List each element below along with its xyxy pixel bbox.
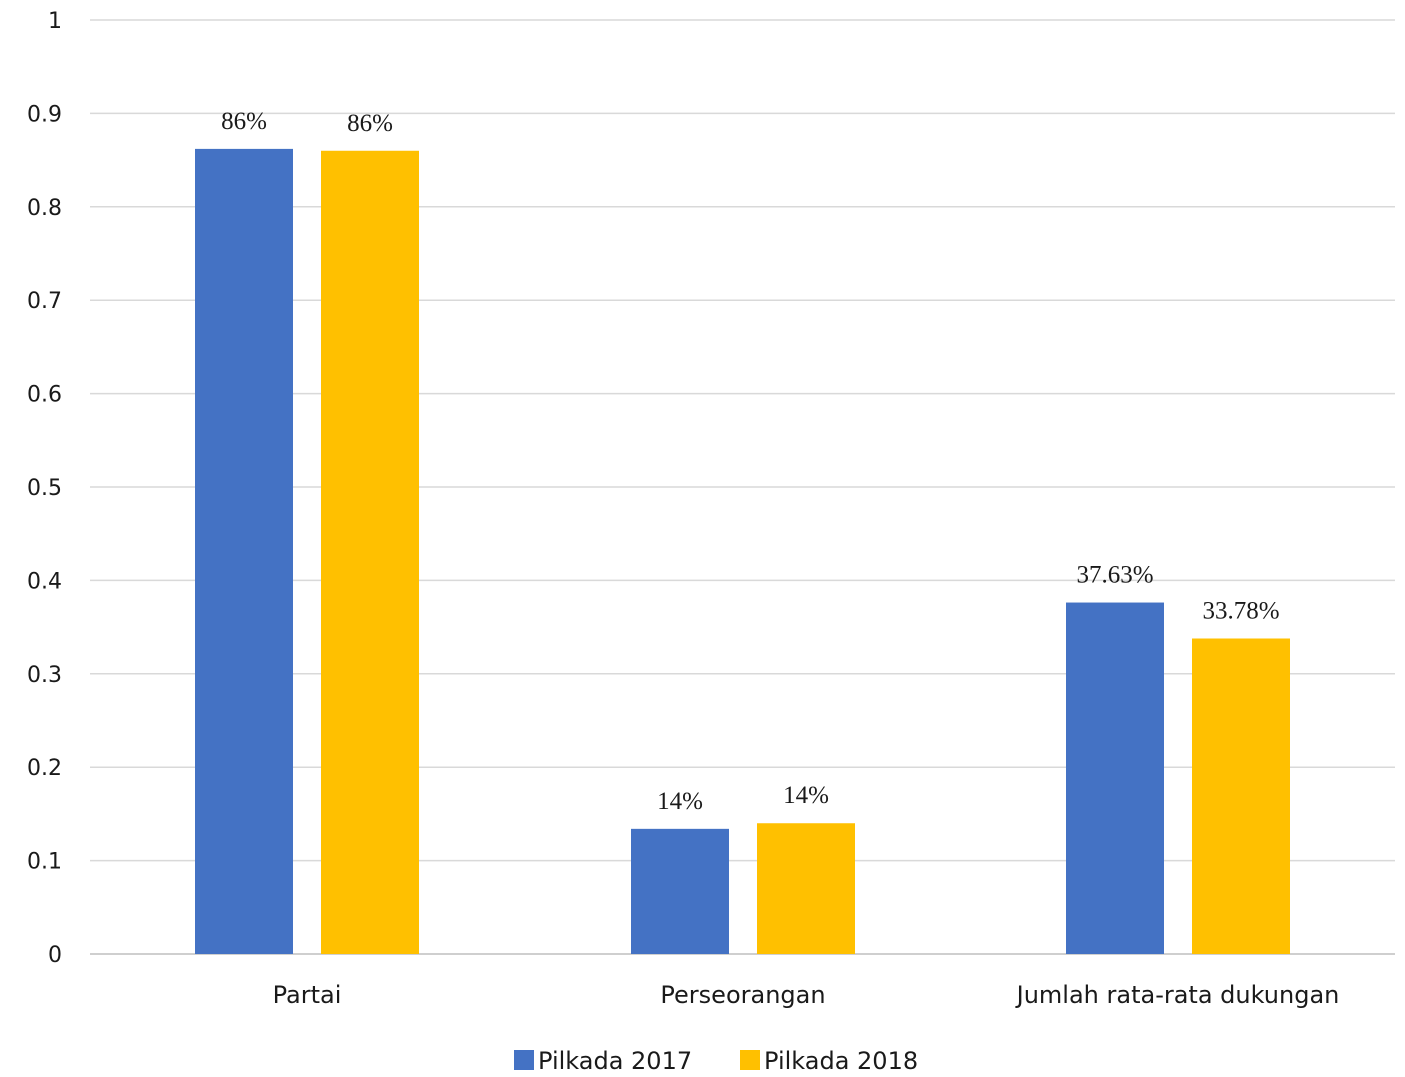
x-axis-categories: Partai Perseorangan Jumlah rata-rata dukun… [273, 981, 1340, 1009]
y-tick-label: 1 [48, 9, 62, 34]
y-axis-ticks: 0 0.1 0.2 0.3 0.4 0.5 0.6 0.7 0.8 0.9 1 [27, 9, 62, 968]
bar-pilkada-2017 [195, 148, 293, 955]
y-tick-label: 0.3 [27, 663, 62, 688]
legend-swatch [514, 1050, 534, 1070]
y-tick-label: 0.7 [27, 289, 62, 314]
y-tick-label: 0.4 [27, 569, 62, 594]
y-tick-label: 0.1 [27, 850, 62, 875]
data-label: 86% [347, 110, 393, 137]
bar-pilkada-2017 [1066, 602, 1164, 954]
legend-label: Pilkada 2018 [764, 1047, 918, 1075]
bar-pilkada-2018 [757, 823, 855, 954]
data-label: 33.78% [1202, 597, 1279, 624]
bar-pilkada-2017 [631, 828, 729, 954]
data-label: 86% [221, 108, 267, 135]
y-tick-label: 0.9 [27, 102, 62, 127]
legend-item: Pilkada 2018 [740, 1047, 918, 1075]
legend: Pilkada 2017 Pilkada 2018 [514, 1047, 918, 1075]
legend-label: Pilkada 2017 [538, 1047, 692, 1075]
y-tick-label: 0.8 [27, 196, 62, 221]
data-labels: 86% 14% 37.63% 86% 14% 33.78% [221, 108, 1279, 815]
category-label: Jumlah rata-rata dukungan [1015, 981, 1340, 1009]
bars [195, 148, 1290, 955]
bar-pilkada-2018 [1192, 638, 1290, 954]
data-label: 14% [783, 782, 829, 809]
category-label: Perseorangan [660, 981, 825, 1009]
category-label: Partai [273, 981, 342, 1009]
y-tick-label: 0.2 [27, 756, 62, 781]
legend-swatch [740, 1050, 760, 1070]
y-tick-label: 0.5 [27, 476, 62, 501]
bar-pilkada-2018 [321, 150, 419, 954]
data-label: 37.63% [1076, 562, 1153, 589]
data-label: 14% [657, 788, 703, 815]
gridlines [90, 19, 1395, 955]
legend-item: Pilkada 2017 [514, 1047, 692, 1075]
y-tick-label: 0.6 [27, 383, 62, 408]
y-tick-label: 0 [48, 943, 62, 968]
